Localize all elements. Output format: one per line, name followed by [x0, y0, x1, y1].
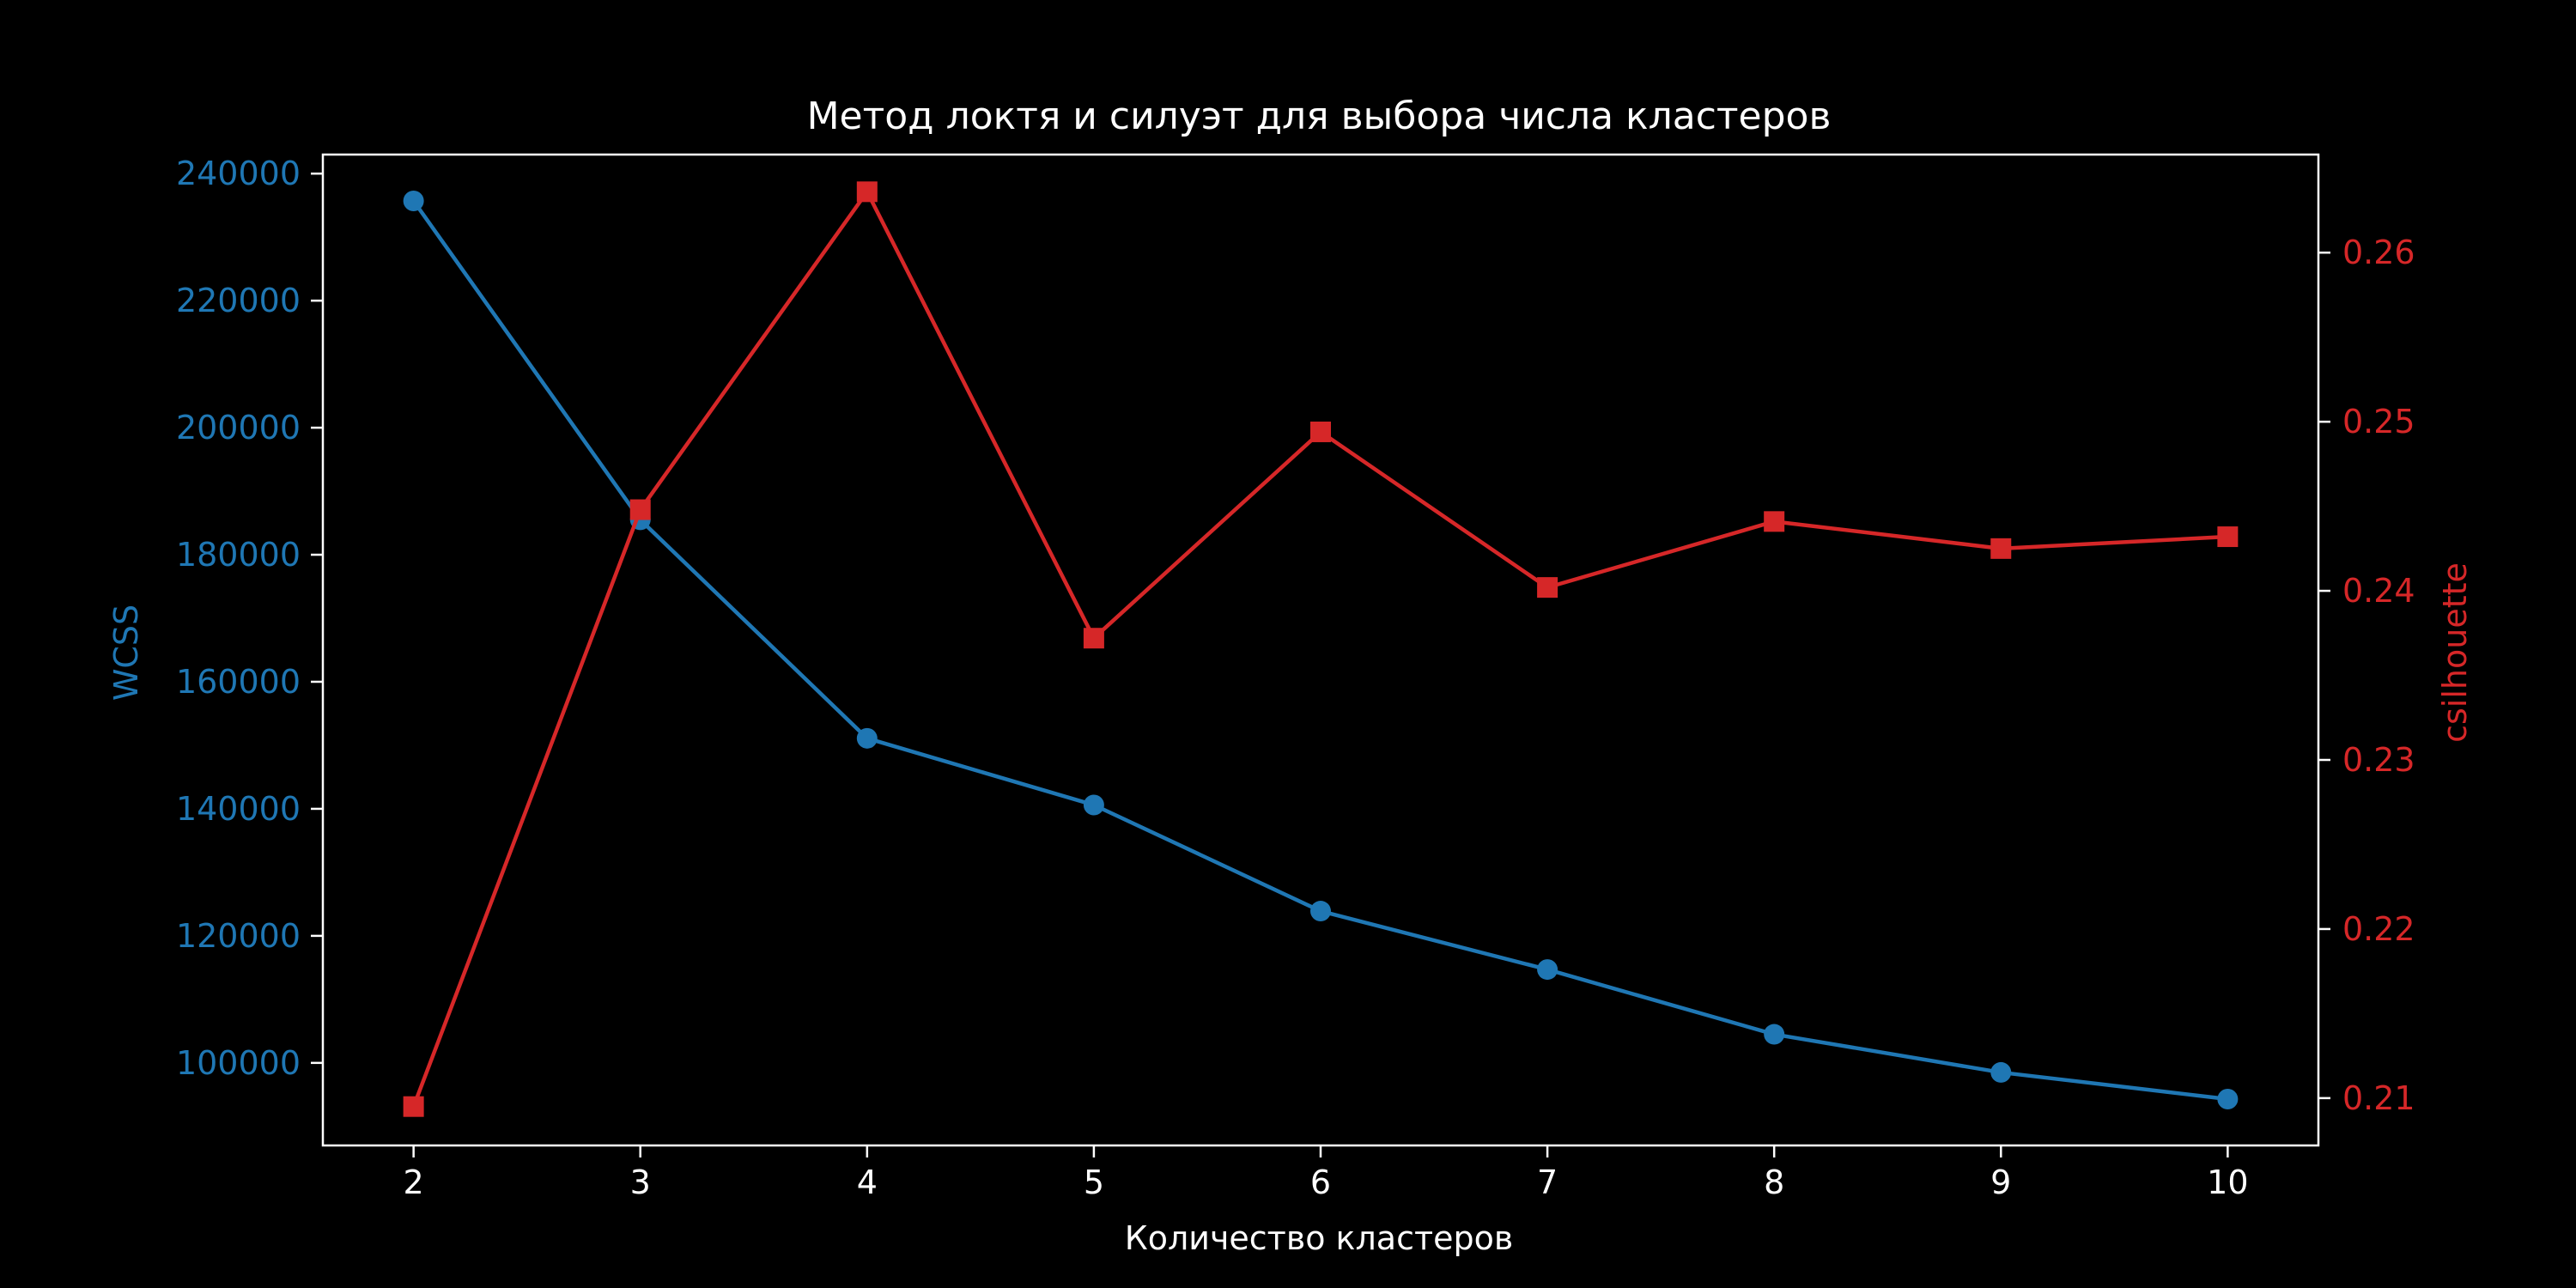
y-right-tick-label: 0.23	[2342, 741, 2415, 779]
y-right-tick-label: 0.21	[2342, 1079, 2415, 1117]
silhouette-point	[1537, 577, 1558, 598]
x-tick-label: 3	[630, 1163, 651, 1201]
wcss-point	[2217, 1088, 2239, 1109]
y-axis-left: 100000 120000 140000 160000 180000 200000 2200…	[176, 155, 323, 1082]
silhouette-point	[1083, 628, 1104, 649]
y-axis-right: 0.21 0.22 0.23 0.24 0.25 0.26	[2318, 234, 2415, 1117]
wcss-point	[1537, 959, 1558, 981]
y-axis-left-label: WCSS	[107, 605, 145, 701]
wcss-point	[1083, 794, 1104, 816]
x-tick-label: 6	[1310, 1163, 1331, 1201]
x-tick-label: 5	[1084, 1163, 1104, 1201]
y-left-tick-label: 220000	[176, 282, 301, 319]
x-tick-label: 4	[857, 1163, 878, 1201]
silhouette-point	[403, 1096, 424, 1117]
silhouette-point	[1990, 538, 2012, 559]
wcss-point	[1310, 901, 1331, 922]
silhouette-point	[1764, 511, 1785, 532]
wcss-point	[856, 727, 878, 749]
x-tick-label: 8	[1764, 1163, 1784, 1201]
y-right-tick-label: 0.22	[2342, 910, 2415, 948]
y-left-tick-label: 140000	[176, 790, 301, 828]
x-tick-label: 7	[1537, 1163, 1558, 1201]
y-left-tick-label: 120000	[176, 917, 301, 955]
y-right-tick-label: 0.26	[2342, 234, 2415, 271]
silhouette-point	[2217, 526, 2239, 548]
y-left-tick-label: 240000	[176, 155, 301, 192]
y-left-tick-label: 200000	[176, 409, 301, 447]
y-left-tick-label: 160000	[176, 663, 301, 701]
wcss-point	[403, 191, 424, 212]
x-axis-label: Количество кластеров	[1125, 1219, 1514, 1257]
y-axis-right-label: csilhouette	[2436, 562, 2474, 743]
wcss-point	[1764, 1024, 1785, 1045]
y-right-tick-label: 0.25	[2342, 403, 2415, 440]
y-left-tick-label: 180000	[176, 536, 301, 574]
x-axis: 2 3 4 5 6 7 8 9 10	[404, 1145, 2249, 1201]
silhouette-point	[629, 499, 651, 520]
y-right-tick-label: 0.24	[2342, 572, 2415, 610]
x-tick-label: 9	[1990, 1163, 2011, 1201]
wcss-point	[1990, 1061, 2012, 1083]
chart-title: Метод локтя и силуэт для выбора числа кл…	[807, 94, 1832, 138]
x-tick-label: 10	[2207, 1163, 2248, 1201]
silhouette-point	[1310, 421, 1331, 442]
series-layer	[403, 181, 2239, 1117]
silhouette-point	[856, 181, 878, 203]
x-tick-label: 2	[404, 1163, 424, 1201]
y-left-tick-label: 100000	[176, 1044, 301, 1082]
